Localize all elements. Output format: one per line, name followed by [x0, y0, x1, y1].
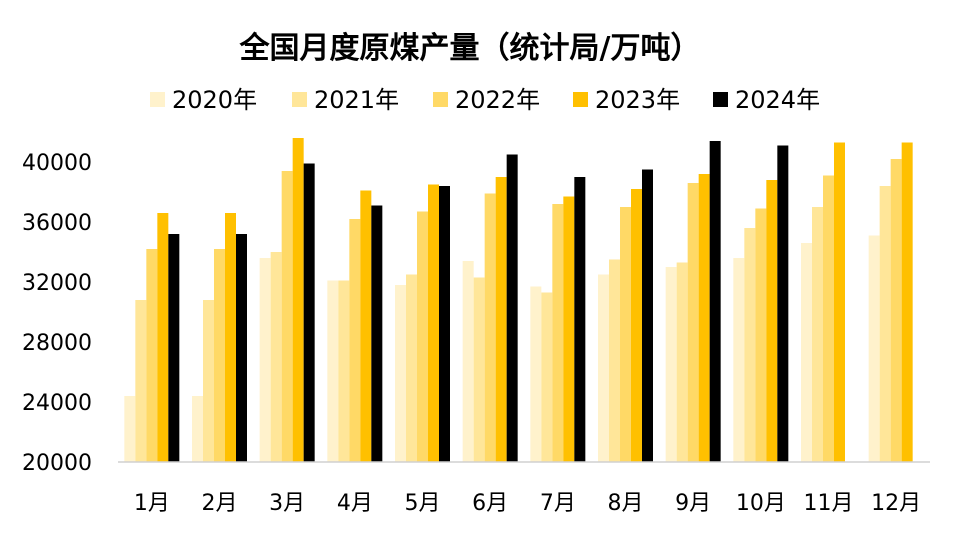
x-tick-label: 1月	[134, 491, 170, 516]
x-axis: 1月 2月 3月 4月 5月 6月 7月 8月 9月 10月 11月 12月	[134, 491, 921, 516]
bar	[214, 249, 225, 462]
bar	[406, 274, 417, 462]
legend-label: 2021年	[314, 86, 399, 114]
bar	[777, 145, 789, 462]
bar	[823, 175, 834, 462]
x-tick-label: 8月	[608, 491, 644, 516]
bar	[812, 207, 823, 462]
x-tick-label: 6月	[472, 491, 508, 516]
bar	[360, 190, 372, 462]
x-tick-label: 10月	[736, 491, 786, 516]
bar	[292, 138, 304, 462]
x-tick-label: 12月	[871, 491, 921, 516]
bar	[733, 258, 745, 462]
bar	[192, 396, 203, 462]
bar	[676, 262, 688, 462]
bar	[203, 300, 214, 462]
bar	[868, 235, 880, 462]
bar	[506, 154, 518, 462]
bar	[744, 228, 756, 462]
bar	[135, 300, 147, 462]
x-tick-label: 11月	[804, 491, 854, 516]
y-tick-label: 24000	[22, 391, 92, 416]
y-tick-label: 28000	[22, 331, 92, 356]
legend-swatch	[292, 92, 307, 107]
bar	[338, 280, 350, 462]
bar	[834, 142, 845, 462]
bar	[371, 205, 383, 462]
y-tick-label: 32000	[22, 271, 92, 296]
bar	[609, 259, 620, 462]
x-tick-label: 2月	[202, 491, 238, 516]
bar	[563, 196, 575, 462]
bar	[766, 180, 778, 462]
legend-label: 2024年	[735, 86, 820, 114]
bar	[259, 258, 271, 462]
y-axis: 20000 24000 28000 32000 36000 40000	[22, 151, 92, 476]
legend-swatch	[433, 92, 448, 107]
bar	[168, 234, 180, 462]
chart-title: 全国月度原煤产量（统计局/万吨）	[239, 31, 701, 66]
bar	[146, 249, 158, 462]
y-tick-label: 20000	[22, 451, 92, 476]
legend-swatch	[713, 92, 728, 107]
bar	[598, 274, 609, 462]
bar	[901, 142, 913, 462]
bar	[327, 280, 339, 462]
bar	[574, 177, 586, 462]
bar	[642, 169, 653, 462]
bar	[631, 189, 642, 462]
bar	[530, 286, 542, 462]
bar	[417, 211, 428, 462]
bar	[124, 396, 136, 462]
bar	[281, 171, 293, 462]
legend-swatch	[150, 92, 165, 107]
bar	[801, 243, 812, 462]
x-tick-label: 7月	[540, 491, 576, 516]
bar	[462, 261, 474, 462]
bar	[879, 186, 891, 462]
legend: 2020年 2021年 2022年 2023年 2024年	[150, 86, 820, 114]
legend-label: 2022年	[455, 86, 540, 114]
bar	[236, 234, 247, 462]
legend-label: 2020年	[172, 86, 257, 114]
bars	[124, 138, 913, 462]
bar	[303, 163, 315, 462]
bar	[349, 219, 361, 462]
bar	[541, 292, 553, 462]
bar	[395, 285, 406, 462]
bar	[552, 204, 564, 462]
bar	[484, 193, 496, 462]
x-tick-label: 4月	[337, 491, 373, 516]
x-tick-label: 3月	[269, 491, 305, 516]
y-tick-label: 40000	[22, 151, 92, 176]
bar	[495, 177, 507, 462]
bar	[225, 213, 236, 462]
x-tick-label: 5月	[405, 491, 441, 516]
y-tick-label: 36000	[22, 211, 92, 236]
bar	[473, 277, 485, 462]
bar	[428, 184, 439, 462]
bar	[755, 208, 767, 462]
legend-swatch	[573, 92, 588, 107]
bar	[270, 252, 282, 462]
x-tick-label: 9月	[675, 491, 711, 516]
bar	[439, 186, 450, 462]
bar	[620, 207, 631, 462]
bar	[890, 159, 902, 462]
bar	[698, 174, 710, 462]
bar	[687, 183, 699, 462]
bar	[709, 141, 721, 462]
bar	[665, 267, 677, 462]
legend-label: 2023年	[595, 86, 680, 114]
bar	[157, 213, 169, 462]
